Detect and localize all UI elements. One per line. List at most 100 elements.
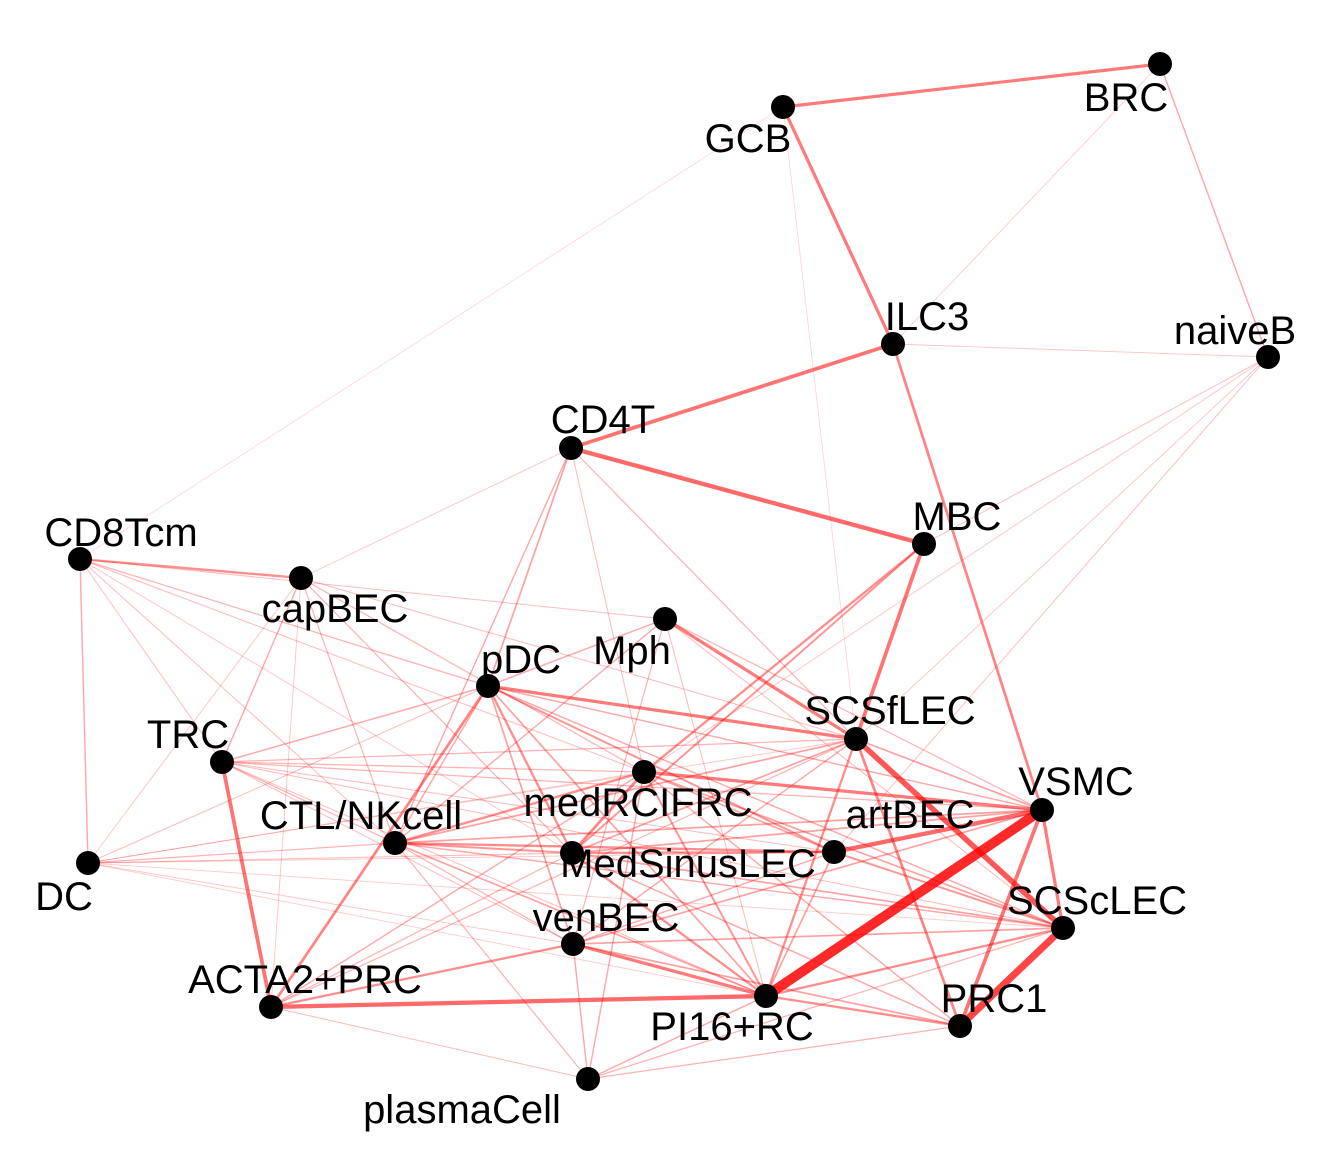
edge-CD8Tcm-MedSinusLEC: [79, 558, 573, 854]
edge-ILC3-CD4T: [569, 342, 895, 450]
edge-TRC-medRCIFRC: [221, 761, 645, 773]
edge-CD4T-CTLNKcell: [394, 447, 572, 844]
node-SCScLEC[interactable]: [1051, 916, 1075, 940]
edge-medRCIFRC-artBEC: [643, 771, 835, 853]
edge-GCB-ILC3: [781, 105, 895, 346]
edge-TRC-ACTA2PRC: [220, 760, 273, 1009]
edge-Mph-CTLNKcell: [394, 618, 666, 844]
edge-Mph-pDC: [487, 618, 666, 687]
node-artBEC[interactable]: [822, 840, 846, 864]
edge-pDC-venBEC: [487, 685, 574, 945]
edge-SCSfLEC-CTLNKcell: [394, 738, 857, 844]
edge-capBEC-MedSinusLEC: [300, 577, 573, 854]
node-GCB[interactable]: [771, 95, 795, 119]
edge-CD4T-pDC: [487, 447, 572, 687]
edge-medRCIFRC-DC: [87, 771, 645, 864]
node-DC[interactable]: [76, 851, 100, 875]
node-label-CTLNKcell: CTL/NKcell: [260, 794, 462, 838]
node-naiveB[interactable]: [1256, 345, 1280, 369]
edge-capBEC-SCSfLEC: [300, 577, 857, 740]
edge-medRCIFRC-MedSinusLEC: [570, 770, 646, 855]
node-label-MBC: MBC: [913, 495, 1002, 539]
edge-medRCIFRC-CTLNKcell: [393, 770, 646, 845]
edge-venBEC-PI16RC: [571, 942, 768, 998]
edge-VSMC-MedSinusLEC: [571, 809, 1043, 854]
node-CD8Tcm[interactable]: [68, 547, 92, 571]
edge-artBEC-venBEC: [572, 851, 835, 945]
node-plasmaCell[interactable]: [576, 1067, 600, 1091]
edge-MBC-MedSinusLEC: [571, 543, 925, 854]
node-Mph[interactable]: [653, 607, 677, 631]
node-venBEC[interactable]: [561, 932, 585, 956]
node-CD4T[interactable]: [559, 436, 583, 460]
node-TRC[interactable]: [210, 750, 234, 774]
node-BRC[interactable]: [1148, 52, 1172, 76]
edge-CD4T-SCSfLEC: [570, 447, 857, 740]
edge-medRCIFRC-PRC1: [643, 771, 961, 1027]
edge-CD8Tcm-Mph: [79, 558, 666, 620]
node-label-DC: DC: [35, 875, 93, 919]
node-label-PRC1: PRC1: [941, 977, 1048, 1021]
node-MBC[interactable]: [912, 532, 936, 556]
node-pDC[interactable]: [476, 674, 500, 698]
edge-MedSinusLEC-PI16RC: [570, 851, 768, 998]
node-label-TRC: TRC: [147, 713, 229, 757]
edge-pDC-artBEC: [487, 685, 835, 853]
edge-CD8Tcm-pDC: [79, 558, 489, 687]
edge-PRC1-plasmaCell: [587, 1025, 961, 1080]
edge-pDC-SCScLEC: [487, 685, 1064, 929]
edge-Mph-SCSfLEC: [663, 617, 858, 741]
edge-ILC3-VSMC: [891, 342, 1044, 812]
edge-pDC-DC: [87, 685, 489, 864]
edge-SCSfLEC-TRC: [221, 738, 857, 763]
node-PI16RC[interactable]: [754, 984, 778, 1008]
edge-VSMC-CTLNKcell: [394, 809, 1043, 844]
node-SCSfLEC[interactable]: [844, 727, 868, 751]
edge-PRC1-PI16RC: [764, 994, 962, 1028]
edge-TRC-artBEC: [221, 761, 835, 853]
edge-Mph-venBEC: [572, 618, 666, 945]
edge-TRC-CTLNKcell: [221, 761, 396, 844]
node-medRCIFRC[interactable]: [632, 760, 656, 784]
edge-CD8Tcm-medRCIFRC: [79, 558, 645, 773]
edge-pDC-ACTA2PRC: [269, 684, 490, 1009]
edge-medRCIFRC-PI16RC: [643, 771, 767, 997]
node-VSMC[interactable]: [1030, 798, 1054, 822]
edge-venBEC-plasmaCell: [572, 943, 589, 1080]
node-ILC3[interactable]: [881, 332, 905, 356]
edge-BRC-ILC3: [892, 63, 1161, 345]
node-CTLNKcell[interactable]: [383, 831, 407, 855]
node-MedSinusLEC[interactable]: [560, 841, 584, 865]
edge-GCB-CD8Tcm: [79, 106, 784, 560]
node-label-CD8Tcm: CD8Tcm: [44, 511, 197, 555]
edge-VSMC-PI16RC: [761, 805, 1047, 1001]
edge-naiveB-artBEC: [833, 356, 1269, 853]
edge-BRC-naiveB: [1159, 63, 1269, 358]
edge-PI16RC-plasmaCell: [587, 995, 767, 1080]
edge-CD4T-MBC: [568, 445, 927, 547]
edge-medRCIFRC-ACTA2PRC: [270, 771, 645, 1008]
edge-ACTA2PRC-plasmaCell: [270, 1006, 589, 1080]
node-label-capBEC: capBEC: [262, 587, 409, 631]
edge-DC-PI16RC: [87, 862, 767, 997]
edge-SCSfLEC-DC: [87, 738, 857, 864]
edge-pDC-TRC: [221, 685, 489, 763]
edge-MBC-SCSfLEC: [854, 542, 926, 741]
edge-DC-SCScLEC: [87, 862, 1064, 929]
node-label-PI16RC: PI16+RC: [650, 1005, 813, 1049]
edge-CTLNKcell-MedSinusLEC: [394, 842, 573, 854]
edge-VSMC-PRC1: [958, 808, 1044, 1028]
edge-DC-venBEC: [87, 862, 574, 945]
edge-VSMC-venBEC: [572, 809, 1043, 945]
edge-VSMC-artBEC: [831, 807, 1045, 855]
node-PRC1[interactable]: [948, 1014, 972, 1038]
node-ACTA2PRC[interactable]: [259, 995, 283, 1019]
node-label-VSMC: VSMC: [1018, 760, 1134, 804]
edge-SCSfLEC-venBEC: [572, 738, 857, 945]
node-label-naiveB: naiveB: [1174, 309, 1296, 353]
node-capBEC[interactable]: [289, 566, 313, 590]
edge-SCScLEC-plasmaCell: [587, 927, 1064, 1080]
label-layer: GCB BRC ILC3 naiveB CD4T MBC CD8Tcm capBEC MphpD…: [35, 76, 1296, 1132]
edge-capBEC-medRCIFRC: [300, 577, 645, 773]
edge-MedSinusLEC-ACTA2PRC: [270, 852, 573, 1008]
